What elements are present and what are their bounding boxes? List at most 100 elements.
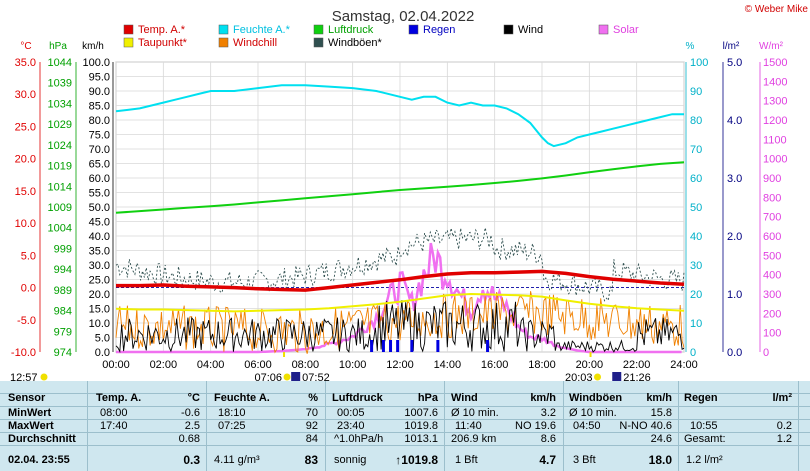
solar-tick-label: 800	[763, 192, 781, 204]
header-wind-unit: km/h	[530, 392, 556, 404]
wind-tick-label: 10.0	[89, 318, 110, 330]
temp-min-time: 08:00	[100, 407, 128, 419]
rain-tick-label: 4.0	[727, 115, 742, 127]
pressure-tick-label: 979	[54, 326, 72, 338]
wind-max-time: 11:40	[455, 420, 482, 432]
solar-tick-label: 400	[763, 270, 781, 282]
axis-units: °C hPa km/h% l/m² W/m²	[20, 41, 783, 52]
press-min-time: 00:05	[337, 407, 365, 419]
temp-tick-label: 25.0	[15, 121, 36, 133]
hum-max-time: 07:25	[218, 420, 246, 432]
header-temp: Temp. A.	[96, 392, 142, 404]
wind-tick-label: 70.0	[89, 144, 110, 156]
rain-bar	[396, 340, 400, 352]
solar-tick-label: 0	[763, 347, 769, 359]
weather-chart: Samstag, 02.04.2022 © Weber Mike Temp. A…	[10, 4, 808, 381]
x-tick-label: 00:00	[102, 359, 130, 371]
y-axis-ticks: 35.0 30.0 25.0 20.0 15.0 10.0 5.0 0.0 -5.0 -10.0 1…	[11, 57, 788, 359]
humidity-tick-label: 70	[690, 144, 702, 156]
press-max: 1019.8	[404, 420, 438, 432]
temp-tick-label: 5.0	[21, 250, 36, 262]
wind-avg: 8.6	[540, 433, 556, 445]
legend-swatch	[598, 24, 609, 35]
current-time-label: 12:57	[10, 372, 38, 381]
series-solar	[116, 242, 682, 354]
x-tick-label: 10:00	[339, 359, 367, 371]
temp-tick-label: 30.0	[15, 89, 36, 101]
press-min: 1007.6	[404, 407, 438, 419]
temp-now: 0.3	[183, 453, 200, 467]
rain-max-time: 10:55	[690, 420, 718, 432]
press-max-time: 23:40	[337, 420, 365, 432]
sunset-icon	[594, 373, 602, 381]
legend-label: Wind	[518, 24, 543, 36]
hum-now: 83	[304, 453, 318, 467]
pressure-tick-label: 999	[54, 243, 72, 255]
series-windchill	[115, 291, 685, 354]
solar-tick-label: 500	[763, 250, 781, 262]
solar-tick-label: 900	[763, 173, 781, 185]
header-pressure: Luftdruck	[332, 392, 383, 404]
series-humidity	[115, 84, 684, 148]
header-humidity: Feuchte A.	[214, 392, 270, 404]
wind-avg10-label: Ø 10 min.	[451, 407, 499, 419]
series-pressure	[115, 161, 685, 214]
solar-unit: W/m²	[759, 41, 784, 52]
gust-bft: 3 Bft	[573, 454, 596, 466]
temp-tick-label: 35.0	[15, 57, 36, 69]
legend-swatch	[408, 24, 419, 35]
wind-tick-label: 95.0	[89, 72, 110, 84]
humidity-tick-label: 80	[690, 115, 702, 127]
legend-label: Temp. A.*	[138, 24, 186, 36]
solar-tick-label: 300	[763, 289, 781, 301]
x-tick-label: 06:00	[244, 359, 272, 371]
moonrise-icon	[291, 372, 301, 381]
statistics-table: Sensor Temp. A. °C Feuchte A. % Luftdruc…	[0, 381, 810, 471]
temp-avg: 0.68	[178, 433, 200, 445]
x-tick-label: 14:00	[434, 359, 462, 371]
wind-tick-label: 85.0	[89, 101, 110, 113]
hum-min: 70	[305, 407, 318, 419]
legend-swatch	[123, 37, 134, 48]
wind-tick-label: 50.0	[89, 202, 110, 214]
wind-tick-label: 80.0	[89, 115, 110, 127]
pressure-tick-label: 1024	[48, 140, 72, 152]
legend-label: Luftdruck	[328, 24, 374, 36]
wind-bft: 1 Bft	[455, 454, 478, 466]
legend-label: Regen	[423, 24, 455, 36]
legend-label: Windchill	[233, 37, 277, 49]
moonset-label: 21:26	[623, 372, 651, 381]
humidity-tick-label: 0	[690, 347, 696, 359]
sunset-label: 20:03	[565, 372, 593, 381]
row-label-min: MinWert	[8, 407, 52, 419]
humidity-tick-label: 20	[690, 289, 702, 301]
pressure-unit: hPa	[49, 41, 67, 52]
header-wind: Wind	[451, 392, 478, 404]
rain-bar	[410, 340, 414, 352]
humidity-tick-label: 90	[690, 86, 702, 98]
row-label-avg: Durchschnitt	[8, 433, 76, 445]
pressure-tick-label: 1004	[48, 223, 72, 235]
wind-tick-label: 25.0	[89, 275, 110, 287]
legend-swatch	[313, 37, 324, 48]
humidity-tick-label: 10	[690, 318, 702, 330]
x-tick-label: 04:00	[197, 359, 225, 371]
x-tick-label: 24:00	[670, 359, 698, 371]
header-rain: Regen	[684, 392, 718, 404]
header-rain-unit: l/m²	[772, 392, 792, 404]
rain-tick-label: 5.0	[727, 57, 742, 69]
pressure-tick-label: 984	[54, 306, 72, 318]
humidity-tick-label: 30	[690, 260, 702, 272]
header-humidity-unit: %	[308, 392, 318, 404]
temp-tick-label: -10.0	[11, 347, 36, 359]
temp-tick-label: 20.0	[15, 154, 36, 166]
pressure-tick-label: 1034	[48, 98, 72, 110]
legend: Temp. A.* Feuchte A.* Luftdruck Regen Wind So…	[123, 24, 639, 49]
solar-tick-label: 1200	[763, 115, 787, 127]
row-label-max: MaxWert	[8, 420, 54, 432]
gust-max-time: 04:50	[573, 420, 601, 432]
rain-tick-label: 1.0	[727, 289, 742, 301]
temp-tick-label: -5.0	[17, 315, 36, 327]
legend-label: Feuchte A.*	[233, 24, 291, 36]
pressure-tick-label: 989	[54, 285, 72, 297]
